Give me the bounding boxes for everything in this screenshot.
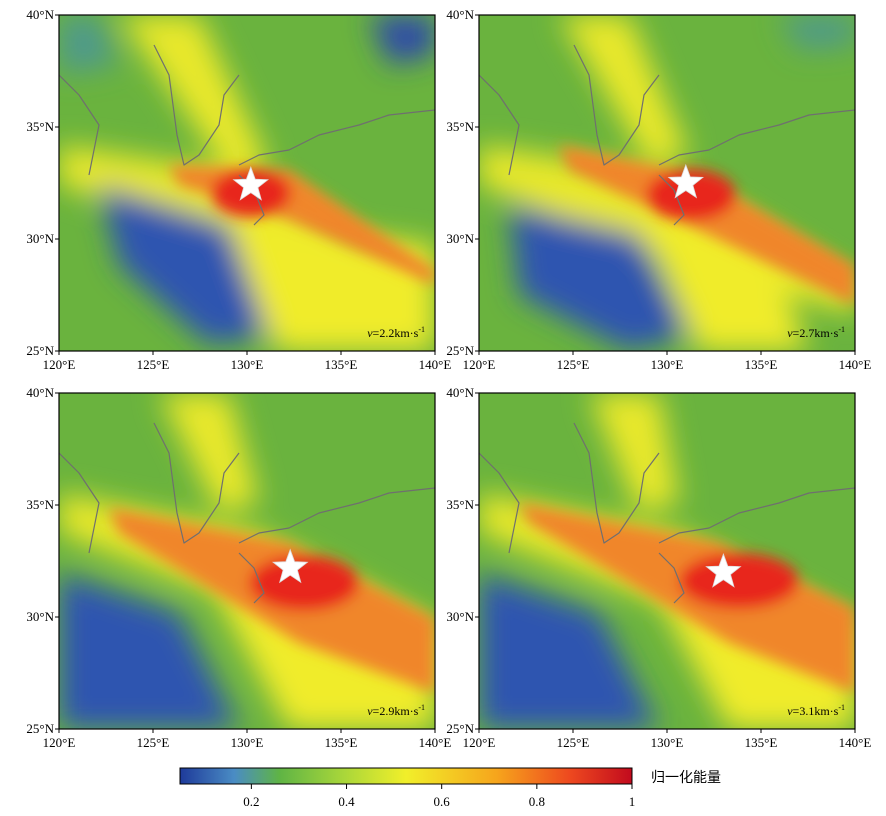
colorbar-tick-label: 1 xyxy=(629,794,636,809)
lon-tick-label: 130°E xyxy=(231,357,264,372)
colorbar-title: 归一化能量 xyxy=(651,769,721,786)
velocity-label: v=2.9km·s-1 xyxy=(367,703,425,718)
lat-tick-label: 30°N xyxy=(26,231,54,246)
lat-tick-label: 30°N xyxy=(446,231,474,246)
lat-tick-label: 35°N xyxy=(446,497,474,512)
lon-tick-label: 130°E xyxy=(651,357,684,372)
lon-tick-label: 125°E xyxy=(557,735,590,750)
lat-tick-label: 25°N xyxy=(26,721,54,736)
velocity-label: v=2.7km·s-1 xyxy=(787,325,845,340)
lon-tick-label: 120°E xyxy=(43,357,76,372)
lon-tick-label: 130°E xyxy=(651,735,684,750)
colorbar-tick-label: 0.2 xyxy=(243,794,259,809)
velocity-label: v=3.1km·s-1 xyxy=(787,703,845,718)
lon-tick-label: 140°E xyxy=(419,735,452,750)
lon-tick-label: 125°E xyxy=(137,735,170,750)
lat-tick-label: 40°N xyxy=(26,7,54,22)
map-panel-v29 xyxy=(58,392,436,730)
lon-tick-label: 120°E xyxy=(463,735,496,750)
lon-tick-label: 140°E xyxy=(419,357,452,372)
lon-tick-label: 120°E xyxy=(43,735,76,750)
lat-tick-label: 40°N xyxy=(446,7,474,22)
colorbar-tick-label: 0.8 xyxy=(529,794,545,809)
lat-tick-label: 35°N xyxy=(446,119,474,134)
lon-tick-label: 135°E xyxy=(325,735,358,750)
velocity-label: v=2.2km·s-1 xyxy=(367,325,425,340)
map-panel-v31 xyxy=(478,392,856,730)
map-panel-v22 xyxy=(58,14,436,352)
lat-tick-label: 30°N xyxy=(26,609,54,624)
lat-tick-label: 25°N xyxy=(446,343,474,358)
map-panel-v27 xyxy=(478,14,856,352)
lat-tick-label: 25°N xyxy=(26,343,54,358)
lat-tick-label: 30°N xyxy=(446,609,474,624)
lat-tick-label: 25°N xyxy=(446,721,474,736)
epicenter-star-icon xyxy=(705,553,742,588)
lat-tick-label: 35°N xyxy=(26,497,54,512)
colorbar: 0.2 0.4 0.6 0.8 1 归一化能量 xyxy=(179,767,721,809)
lon-tick-label: 140°E xyxy=(839,735,872,750)
lon-tick-label: 125°E xyxy=(137,357,170,372)
lon-tick-label: 135°E xyxy=(745,735,778,750)
lon-tick-label: 135°E xyxy=(325,357,358,372)
epicenter-star-icon xyxy=(667,163,704,199)
colorbar-tick-label: 0.4 xyxy=(338,794,355,809)
lon-tick-label: 130°E xyxy=(231,735,264,750)
lat-tick-label: 40°N xyxy=(26,385,54,400)
epicenter-star-icon xyxy=(232,166,269,201)
lat-tick-label: 40°N xyxy=(446,385,474,400)
epicenter-star-icon xyxy=(271,548,309,584)
colorbar-tick-label: 0.6 xyxy=(434,794,451,809)
lon-tick-label: 120°E xyxy=(463,357,496,372)
lon-tick-label: 140°E xyxy=(839,357,872,372)
colorbar-gradient xyxy=(179,767,633,785)
lon-tick-label: 135°E xyxy=(745,357,778,372)
lon-tick-label: 125°E xyxy=(557,357,590,372)
lat-tick-label: 35°N xyxy=(26,119,54,134)
